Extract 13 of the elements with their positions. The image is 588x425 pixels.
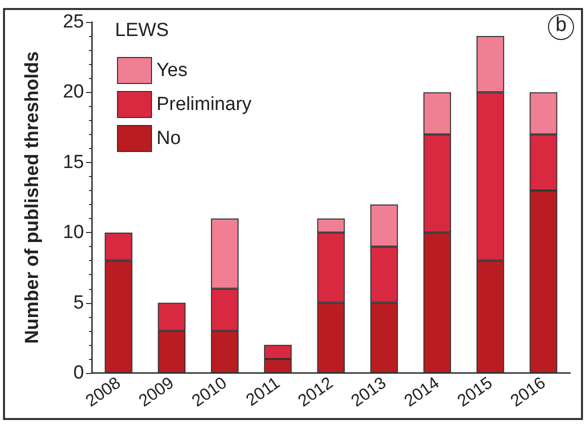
legend-label: Preliminary [156, 94, 252, 115]
y-tick-label: 10 [62, 222, 84, 244]
legend-label: Yes [156, 60, 188, 81]
annotation: b [548, 14, 574, 40]
y-tick-label: 25 [62, 12, 84, 32]
y-tick-label: 0 [73, 362, 84, 384]
y-axis-title: Number of published thresholds [22, 51, 43, 344]
x-tick-label: 2011 [242, 373, 284, 410]
legend-label: No [156, 128, 181, 149]
legend-title: LEWS [115, 20, 169, 42]
y-tick-label: 5 [73, 292, 84, 314]
y-tick-label: 15 [62, 152, 84, 173]
y-tick-label: 20 [62, 82, 84, 103]
